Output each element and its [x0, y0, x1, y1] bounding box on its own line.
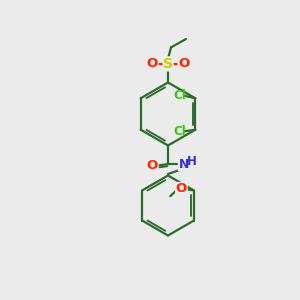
Text: O: O [147, 159, 158, 172]
Text: O: O [176, 182, 187, 196]
Text: O: O [178, 57, 189, 70]
Text: Cl: Cl [173, 125, 186, 138]
Text: H: H [187, 155, 197, 168]
Text: O: O [147, 57, 158, 70]
Text: S: S [163, 57, 173, 71]
Text: Cl: Cl [173, 89, 186, 102]
Text: N: N [178, 158, 189, 171]
